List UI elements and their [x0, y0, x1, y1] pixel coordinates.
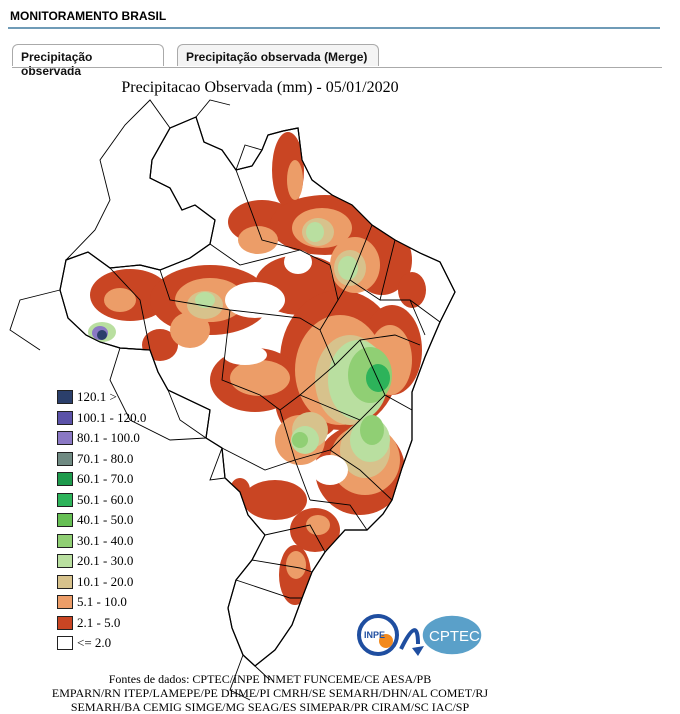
legend-swatch [57, 492, 73, 507]
legend-swatch [57, 595, 73, 609]
legend-swatch [57, 554, 73, 568]
header-title: MONITORAMENTO BRASIL [10, 9, 167, 23]
map-title: Precipitacao Observada (mm) - 05/01/2020 [121, 79, 399, 96]
legend-label: 50.1 - 60.0 [77, 491, 134, 507]
legend-label: 120.1 > [77, 389, 117, 404]
legend-label: 40.1 - 50.0 [77, 512, 134, 527]
legend-swatch [57, 574, 73, 589]
legend-swatch [57, 410, 73, 425]
inpe-cptec-logo: INPE CPTEC [357, 614, 483, 656]
page-header: MONITORAMENTO BRASIL [0, 0, 680, 29]
sources-line-3: SEMARH/BA CEMIG SIMGE/MG SEAG/ES SIMEPAR… [70, 700, 470, 714]
legend-label: 60.1 - 70.0 [77, 471, 134, 486]
data-sources: Fontes de dados: CPTEC/INPE INMET FUNCEM… [0, 672, 540, 714]
legend-label: <= 2.0 [77, 635, 112, 650]
legend-label: 100.1 - 120.0 [77, 409, 147, 425]
legend-label: 80.1 - 100.0 [77, 430, 140, 445]
legend-label: 20.1 - 30.0 [77, 553, 134, 568]
legend-label: 2.1 - 5.0 [77, 614, 121, 630]
sources-line-1: Fontes de dados: CPTEC/INPE INMET FUNCEM… [108, 672, 432, 686]
tab-bar: Precipitação observada Precipitação obse… [0, 44, 680, 78]
legend-label: 5.1 - 10.0 [77, 594, 127, 609]
legend-swatch [57, 513, 73, 527]
tab-precipitacao-observada[interactable]: Precipitação observada [12, 44, 164, 78]
inpe-logo-text: INPE [364, 630, 385, 640]
tab-precipitacao-observada-merge[interactable]: Precipitação observada (Merge) [177, 44, 379, 66]
tab-divider [12, 67, 662, 68]
legend-swatch [57, 451, 73, 466]
legend-swatch [57, 615, 73, 630]
legend-swatch [57, 472, 73, 486]
legend-swatch [57, 533, 73, 548]
legend-swatch [57, 636, 73, 650]
legend-swatch [57, 390, 73, 404]
cptec-logo-text: CPTEC [429, 628, 480, 645]
legend-swatch [57, 431, 73, 445]
legend-label: 70.1 - 80.0 [77, 450, 134, 466]
sources-line-2: EMPARN/RN ITEP/LAMEPE/PE DHME/PI CMRH/SE… [51, 686, 489, 700]
legend-label: 10.1 - 20.0 [77, 573, 134, 589]
header-divider [8, 27, 660, 29]
legend-label: 30.1 - 40.0 [77, 532, 134, 548]
